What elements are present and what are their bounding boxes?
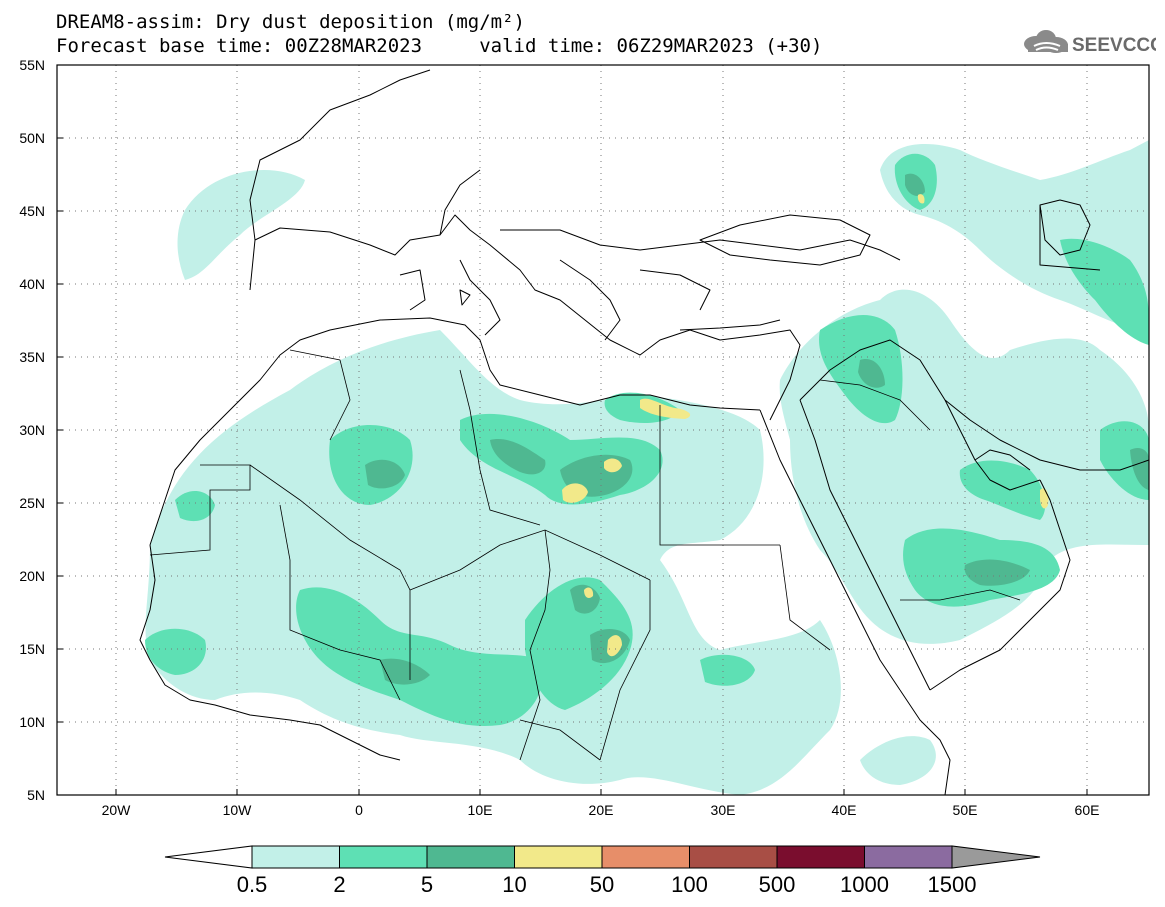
colorbar-box <box>689 845 778 869</box>
colorbar-box <box>426 845 515 869</box>
colorbar-label: 0.5 <box>237 872 268 897</box>
colorbar-label: 2 <box>333 872 345 897</box>
cloud-icon <box>1024 30 1068 53</box>
lat-label: 10N <box>19 714 45 730</box>
latitude-labels: 55N 50N 45N 40N 35N 30N 25N 20N 15N 10N … <box>19 57 45 803</box>
colorbar-boxes <box>251 845 953 869</box>
colorbar-box <box>251 845 340 869</box>
logo-text: SEEVCCC <box>1072 35 1156 56</box>
colorbar-label: 5 <box>421 872 433 897</box>
lat-label: 45N <box>19 203 45 219</box>
lon-label: 0 <box>355 802 363 818</box>
colorbar-box <box>339 845 428 869</box>
colorbar-label: 50 <box>590 872 614 897</box>
lat-label: 15N <box>19 641 45 657</box>
lon-label: 30E <box>711 802 736 818</box>
seevccc-logo: SEEVCCC <box>1016 24 1164 60</box>
colorbar-box <box>601 845 690 869</box>
lat-label: 5N <box>27 787 45 803</box>
coastlines <box>139 69 1149 795</box>
lon-label: 20E <box>589 802 614 818</box>
map-subtitle: Forecast base time: 00Z28MAR2023 valid t… <box>56 35 823 57</box>
deposition-level-2 <box>145 153 1149 726</box>
lon-label: 10W <box>223 802 253 818</box>
tick-marks <box>57 64 1088 795</box>
lat-label: 50N <box>19 130 45 146</box>
lon-label: 40E <box>832 802 857 818</box>
lat-label: 25N <box>19 495 45 511</box>
deposition-field <box>57 65 1149 795</box>
lat-label: 40N <box>19 276 45 292</box>
colorbar-box <box>514 845 603 869</box>
lat-label: 20N <box>19 568 45 584</box>
lon-label: 10E <box>468 802 493 818</box>
lon-label: 60E <box>1075 802 1100 818</box>
lon-label: 20W <box>102 802 132 818</box>
colorbar-label: 10 <box>502 872 526 897</box>
graticule <box>57 65 1149 795</box>
colorbar-label: 100 <box>671 872 708 897</box>
deposition-level-10 <box>562 194 1049 657</box>
lon-label: 50E <box>953 802 978 818</box>
colorbar-box <box>776 845 865 869</box>
colorbar: 0.5 2 5 10 50 100 500 1000 1500 <box>164 845 1041 897</box>
country-borders <box>149 349 1021 761</box>
lat-label: 30N <box>19 422 45 438</box>
map-title: DREAM8-assim: Dry dust deposition (mg/m²… <box>56 11 525 33</box>
colorbar-box <box>864 845 953 869</box>
colorbar-over-arrow <box>951 845 1041 869</box>
colorbar-under-arrow <box>164 845 253 869</box>
colorbar-label: 1000 <box>840 872 889 897</box>
longitude-labels: 20W 10W 0 10E 20E 30E 40E 50E 60E <box>102 802 1100 818</box>
colorbar-labels: 0.5 2 5 10 50 100 500 1000 1500 <box>237 872 977 897</box>
lat-label: 35N <box>19 349 45 365</box>
colorbar-label: 1500 <box>928 872 977 897</box>
colorbar-label: 500 <box>759 872 796 897</box>
lat-label: 55N <box>19 57 45 73</box>
